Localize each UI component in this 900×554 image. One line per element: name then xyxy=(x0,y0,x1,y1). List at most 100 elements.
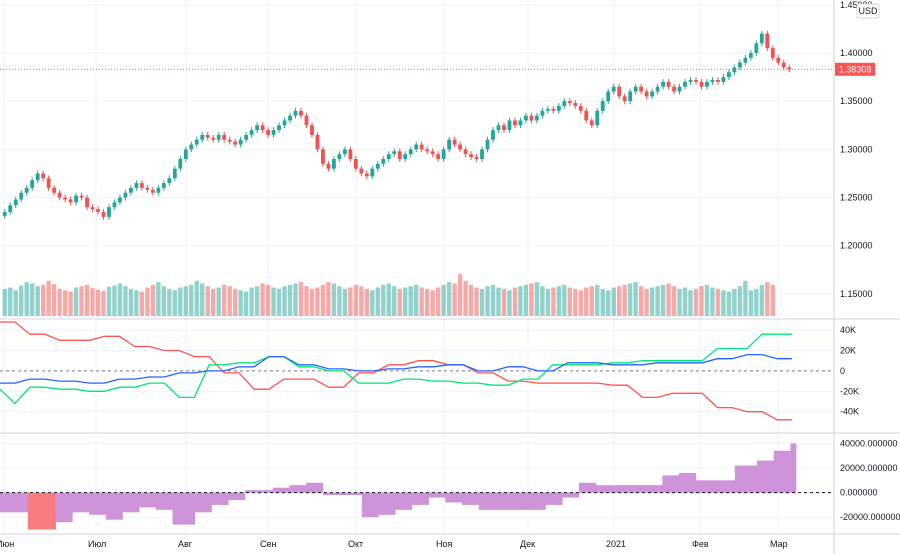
histogram-bar xyxy=(478,492,485,510)
price-tick-label: 1.25000 xyxy=(840,193,873,203)
candle xyxy=(622,93,627,105)
histogram-bar xyxy=(89,492,95,515)
histogram-bar xyxy=(400,492,407,510)
candle xyxy=(392,148,397,158)
volume-bar xyxy=(699,286,704,316)
histogram-bar xyxy=(66,492,73,523)
candle xyxy=(30,177,35,191)
candle xyxy=(776,54,781,66)
histogram-bar xyxy=(506,492,513,510)
candle xyxy=(765,30,770,52)
currency-badge[interactable] xyxy=(856,3,880,19)
histogram-bar xyxy=(539,492,546,510)
histogram-tick-label: 40000.000000 xyxy=(840,438,898,448)
candle xyxy=(611,83,616,95)
histogram-bar xyxy=(645,485,652,493)
candle xyxy=(710,77,715,85)
candle xyxy=(650,88,655,100)
volume-bar xyxy=(315,287,320,316)
candle xyxy=(96,206,100,215)
volume-bar xyxy=(35,286,40,316)
candle xyxy=(68,196,73,206)
candle xyxy=(502,122,506,133)
histogram-bar xyxy=(150,492,157,508)
volume-bar xyxy=(172,290,178,316)
candle xyxy=(381,156,386,167)
time-tick-label: Сен xyxy=(260,539,277,549)
histogram-bar xyxy=(278,487,285,493)
candle xyxy=(633,83,638,95)
histogram-bar xyxy=(166,492,173,510)
histogram-bar xyxy=(629,485,635,493)
histogram-bar xyxy=(484,492,491,510)
histogram-bar xyxy=(751,465,758,493)
volume-bar xyxy=(534,282,540,316)
histogram-bar xyxy=(94,492,101,515)
volume-bar xyxy=(452,283,457,316)
volume-bar xyxy=(474,287,479,316)
volume-bar xyxy=(584,287,589,316)
histogram-bar xyxy=(200,492,207,513)
histogram-bar xyxy=(178,492,184,525)
histogram-bar xyxy=(634,485,641,493)
histogram-bar xyxy=(534,492,541,510)
histogram-bar xyxy=(445,492,452,503)
histogram-bar xyxy=(72,492,79,513)
volume-bar xyxy=(134,290,139,316)
cot-axis[interactable]: 40K 20K 0 -20K -40K xyxy=(840,325,859,417)
histogram-bar xyxy=(712,480,719,493)
histogram-bar xyxy=(0,492,6,513)
cot-tick-label: 0 xyxy=(840,366,845,376)
volume-bar xyxy=(644,288,649,316)
time-axis[interactable]: Июн Июл Авг Сен Окт Ноя Дек 2021 Фев Мар xyxy=(0,539,788,549)
histogram-axis[interactable]: 40000.000000 20000.000000 0.000000 -20000.0… xyxy=(840,438,900,522)
candle xyxy=(101,209,106,220)
volume-bar xyxy=(479,288,485,316)
candle xyxy=(24,185,29,196)
candle xyxy=(249,127,254,138)
histogram-bar xyxy=(272,487,279,493)
volume-bar xyxy=(578,290,583,316)
volume-bar xyxy=(666,283,671,316)
histogram-bar xyxy=(111,492,118,520)
histogram-bar xyxy=(295,485,301,493)
volume-bar xyxy=(660,284,666,316)
volume-bar xyxy=(68,291,73,316)
histogram-bar xyxy=(44,492,51,530)
candle xyxy=(183,146,188,162)
histogram-bar xyxy=(233,492,240,500)
volume-bar xyxy=(254,286,260,316)
histogram-bar xyxy=(790,443,797,493)
histogram-bar xyxy=(523,492,530,510)
currency-label: USD xyxy=(858,6,878,16)
histogram-bar xyxy=(729,480,736,493)
candle xyxy=(699,79,704,90)
candle xyxy=(600,98,605,114)
volume-bar xyxy=(677,288,682,316)
volume-bar xyxy=(95,289,101,316)
histogram-bar xyxy=(372,492,379,518)
volume-bar xyxy=(139,291,145,316)
histogram-bar xyxy=(584,482,591,493)
volume-bar xyxy=(765,282,770,316)
time-tick-label: Мар xyxy=(770,539,788,549)
volume-bar xyxy=(265,284,271,316)
volume-bar xyxy=(397,288,402,316)
histogram-bar xyxy=(189,492,196,525)
volume-bar xyxy=(726,291,732,316)
volume-bar xyxy=(430,290,435,316)
candle xyxy=(491,127,495,143)
candle xyxy=(200,132,205,143)
histogram-bar xyxy=(701,480,708,493)
candle xyxy=(556,103,561,114)
volume-bar xyxy=(693,288,699,316)
volume-bar xyxy=(710,287,715,316)
volume-bar xyxy=(216,287,221,316)
volume-bar xyxy=(117,283,123,316)
candle xyxy=(397,148,402,162)
histogram-bar xyxy=(211,492,218,505)
histogram-bar xyxy=(612,485,619,493)
histogram-bar xyxy=(512,492,518,510)
histogram-bar xyxy=(617,485,624,493)
price-axis[interactable]: 1.45000 1.40000 1.35000 1.30000 1.25000 1.200… xyxy=(840,0,873,299)
